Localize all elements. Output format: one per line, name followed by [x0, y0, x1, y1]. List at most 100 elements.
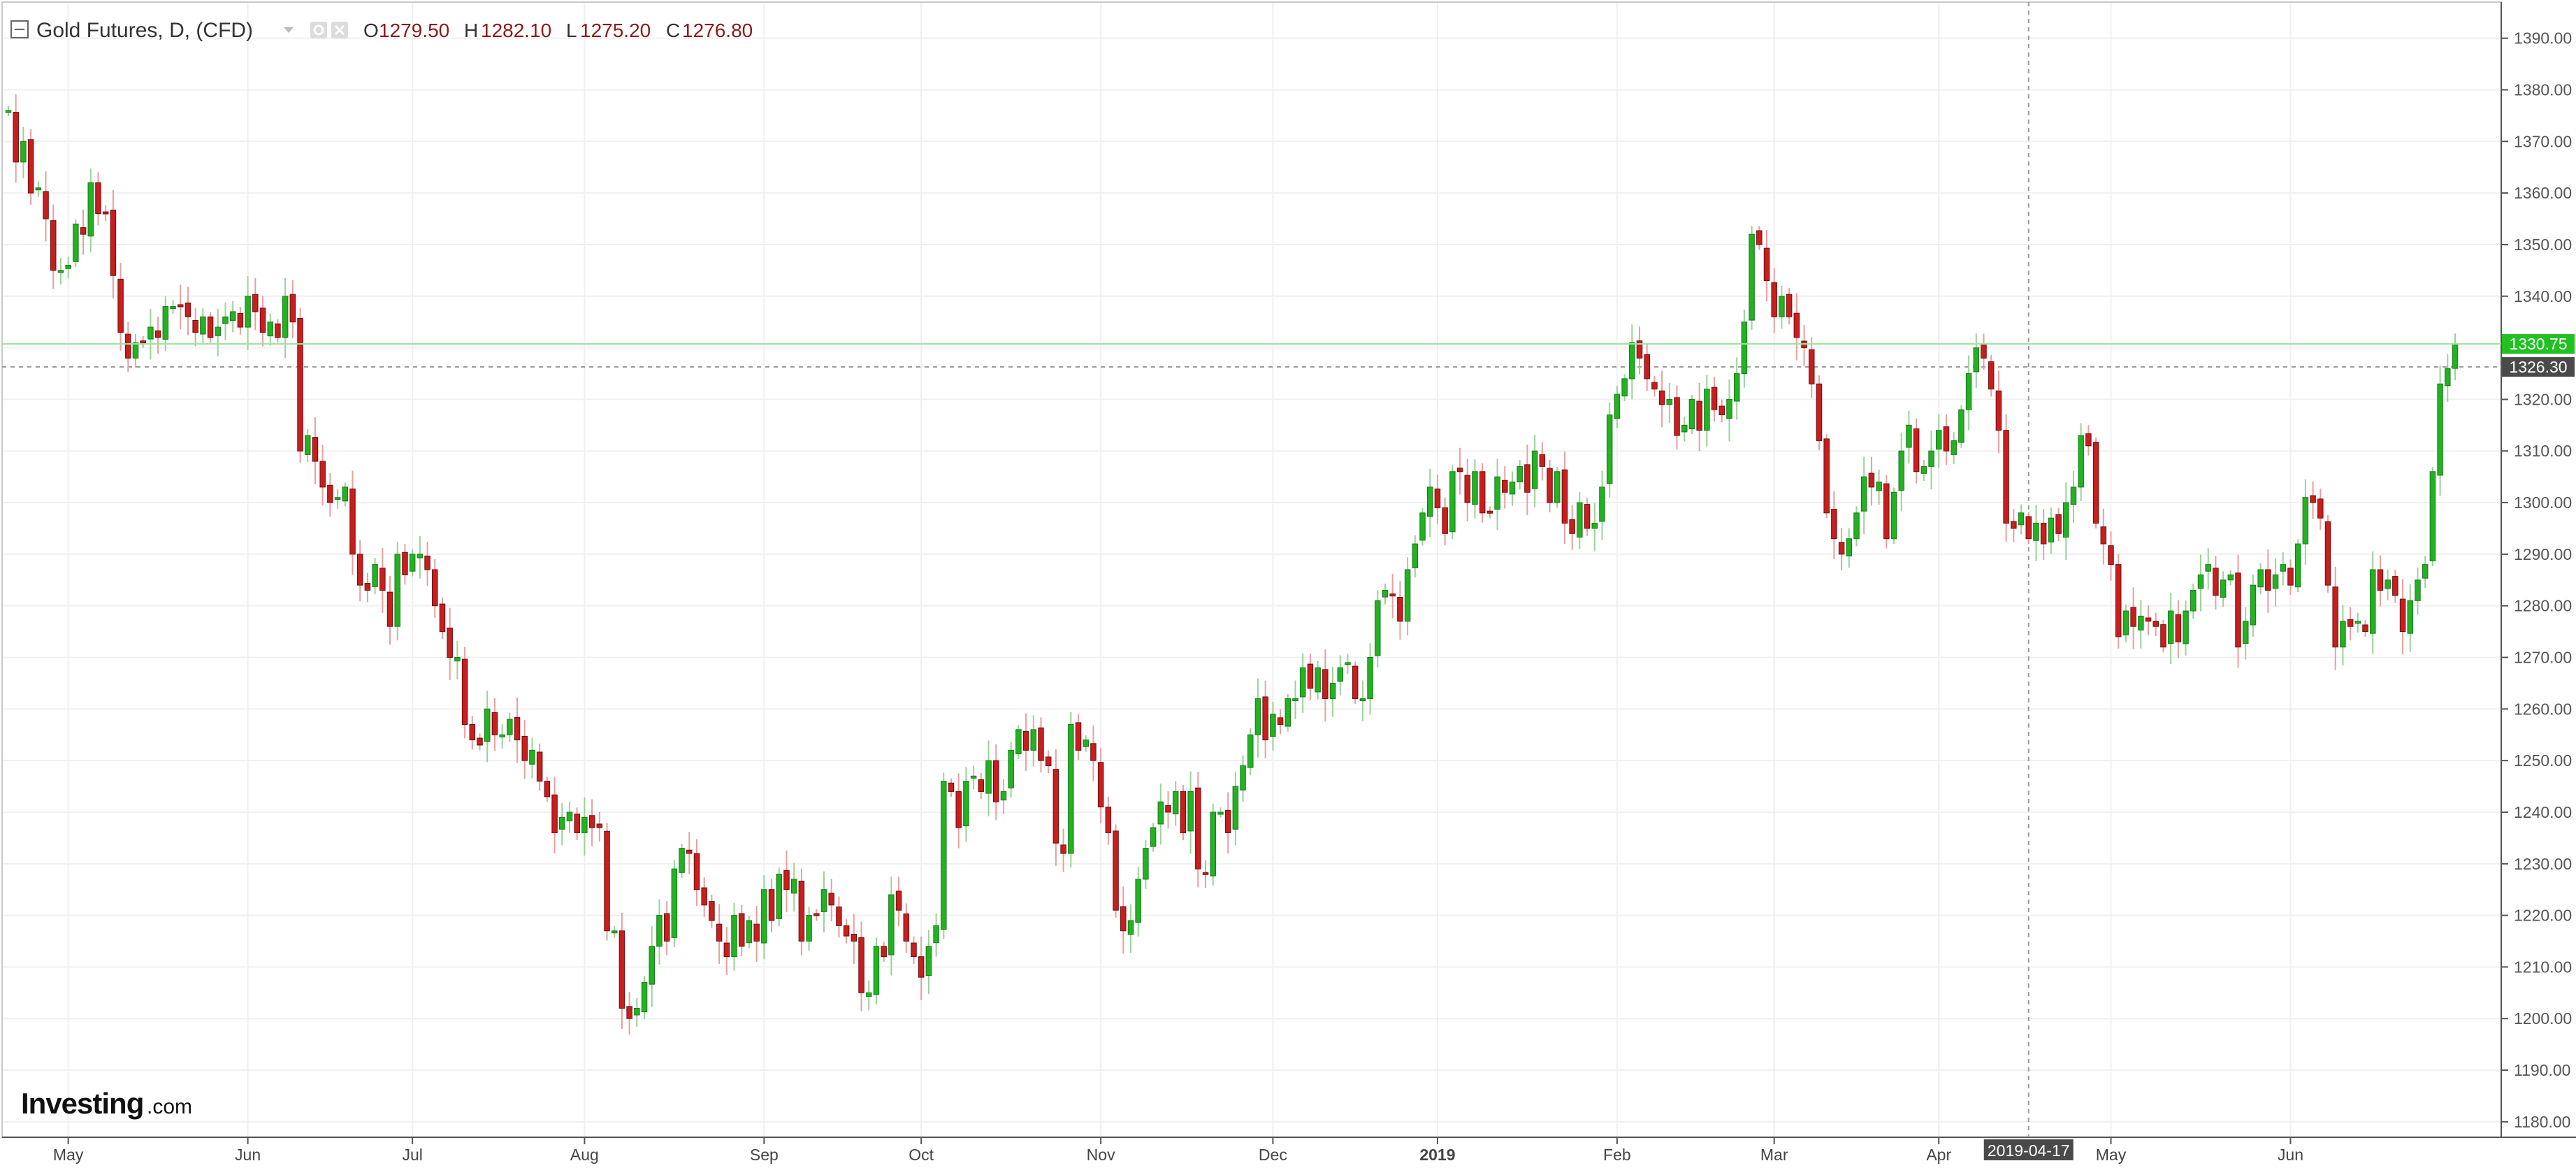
candle[interactable] [477, 733, 483, 751]
candle[interactable] [671, 860, 678, 948]
candle[interactable] [1143, 839, 1149, 889]
candle[interactable] [178, 284, 184, 330]
candle[interactable] [491, 698, 498, 751]
candle[interactable] [73, 219, 79, 267]
candle[interactable] [768, 879, 775, 932]
candle[interactable] [1973, 333, 1980, 389]
candle[interactable] [2055, 507, 2062, 541]
candle[interactable] [798, 868, 805, 956]
candle[interactable] [200, 308, 206, 344]
candle[interactable] [499, 724, 505, 749]
candle[interactable] [2130, 587, 2136, 649]
candle[interactable] [1008, 742, 1014, 798]
candle[interactable] [2011, 509, 2017, 543]
candle[interactable] [1995, 370, 2002, 454]
candle[interactable] [2347, 607, 2354, 641]
candle[interactable] [813, 909, 820, 921]
candle[interactable] [1292, 680, 1298, 720]
candle[interactable] [2250, 575, 2257, 637]
candle[interactable] [2280, 551, 2286, 586]
candle[interactable] [716, 904, 723, 965]
candle[interactable] [1629, 324, 1635, 400]
candle[interactable] [1052, 749, 1059, 866]
candle[interactable] [334, 489, 341, 509]
candle[interactable] [2354, 612, 2361, 633]
candle[interactable] [2220, 571, 2227, 607]
candle[interactable] [1337, 655, 1343, 695]
candle[interactable] [35, 181, 42, 197]
candle[interactable] [1636, 326, 1643, 375]
candle[interactable] [1127, 904, 1134, 953]
candle[interactable] [125, 322, 131, 373]
candle[interactable] [469, 716, 476, 750]
candle[interactable] [626, 992, 632, 1035]
candle[interactable] [836, 896, 842, 938]
candle[interactable] [1965, 355, 1972, 431]
candle[interactable] [925, 930, 932, 994]
candle[interactable] [1404, 557, 1411, 635]
candle[interactable] [1120, 886, 1127, 954]
candle[interactable] [544, 777, 551, 802]
candle[interactable] [1097, 748, 1104, 823]
candle[interactable] [903, 903, 910, 953]
candle[interactable] [1704, 375, 1710, 447]
candle[interactable] [970, 765, 977, 790]
candle[interactable] [2437, 366, 2443, 496]
candle[interactable] [1658, 370, 1665, 428]
candle[interactable] [1868, 456, 1875, 506]
candle[interactable] [1763, 230, 1770, 302]
candle[interactable] [1157, 784, 1164, 845]
candle[interactable] [2415, 568, 2421, 615]
candle[interactable] [2235, 554, 2241, 668]
candle[interactable] [978, 773, 985, 800]
candle[interactable] [342, 482, 349, 507]
candle[interactable] [267, 313, 273, 346]
candle[interactable] [2115, 554, 2122, 649]
dropdown-icon[interactable] [284, 27, 294, 33]
candle[interactable] [2265, 549, 2271, 614]
candle[interactable] [50, 204, 57, 289]
candle[interactable] [1472, 459, 1478, 519]
candle[interactable] [215, 309, 222, 356]
candle[interactable] [1322, 649, 1329, 722]
candle[interactable] [649, 926, 655, 1007]
candle[interactable] [1943, 414, 1950, 466]
candle[interactable] [2003, 414, 2009, 542]
candle[interactable] [2377, 555, 2384, 607]
candle[interactable] [2190, 584, 2197, 619]
candle[interactable] [1883, 475, 1890, 549]
candle[interactable] [656, 899, 663, 965]
candle[interactable] [1936, 414, 1942, 468]
candle[interactable] [865, 980, 872, 1011]
candle[interactable] [372, 558, 378, 595]
candle[interactable] [2287, 559, 2294, 595]
candle[interactable] [634, 997, 640, 1027]
candle[interactable] [95, 172, 101, 226]
candle[interactable] [1345, 654, 1351, 674]
candle[interactable] [349, 470, 356, 575]
candle[interactable] [2078, 423, 2084, 501]
candle[interactable] [1464, 459, 1470, 521]
candle[interactable] [514, 697, 521, 763]
candle[interactable] [2167, 593, 2174, 665]
candle[interactable] [559, 802, 565, 846]
candle[interactable] [2369, 551, 2376, 654]
candle[interactable] [1554, 467, 1561, 508]
candle[interactable] [1539, 442, 1546, 481]
candle[interactable] [604, 823, 610, 941]
candle[interactable] [1801, 324, 1807, 366]
candle[interactable] [731, 902, 737, 971]
candle[interactable] [1299, 653, 1306, 714]
candle[interactable] [1270, 701, 1276, 751]
candle[interactable] [170, 300, 176, 315]
candle[interactable] [1688, 394, 1695, 435]
candle[interactable] [1749, 226, 1755, 330]
candle[interactable] [1674, 385, 1680, 450]
candle[interactable] [1584, 498, 1591, 536]
candle[interactable] [1606, 402, 1613, 498]
candle[interactable] [1569, 505, 1575, 550]
candle[interactable] [2122, 604, 2129, 643]
candle[interactable] [1524, 444, 1531, 515]
candle[interactable] [1621, 374, 1628, 402]
candles[interactable] [5, 94, 2459, 1035]
